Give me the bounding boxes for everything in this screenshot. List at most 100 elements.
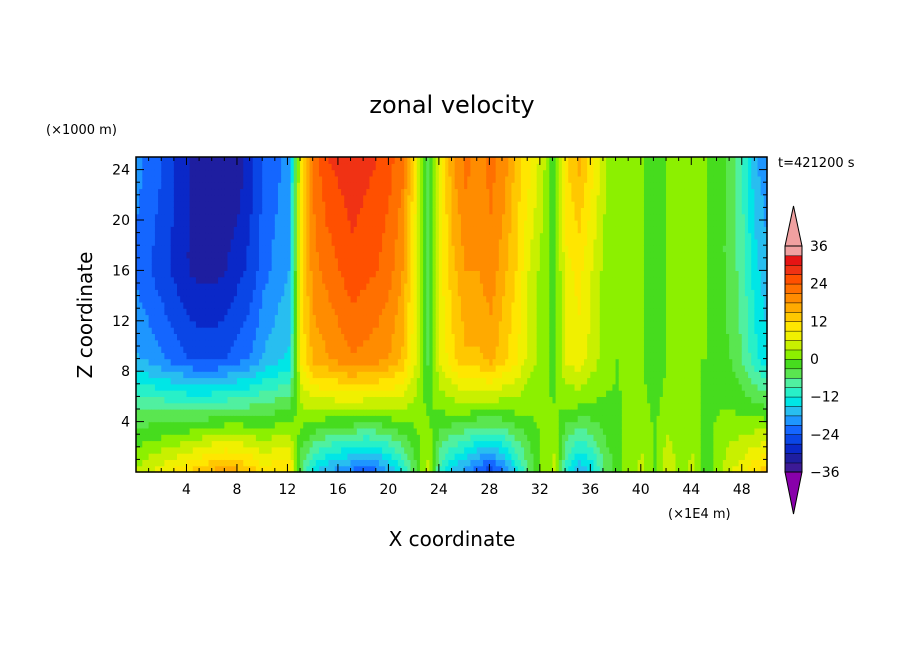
field-cell — [268, 270, 273, 278]
field-cell — [236, 364, 241, 372]
field-cell — [394, 358, 399, 366]
field-cell — [315, 201, 320, 208]
field-cell — [397, 409, 402, 416]
field-cell — [369, 301, 374, 309]
field-cell — [293, 327, 298, 334]
field-cell — [183, 320, 188, 328]
field-cell — [438, 383, 443, 391]
field-cell — [161, 251, 165, 259]
field-cell — [218, 270, 222, 278]
field-cell — [372, 421, 377, 429]
field-cell — [328, 402, 333, 410]
field-cell — [277, 270, 282, 278]
field-cell — [252, 283, 257, 290]
field-cell — [177, 327, 181, 334]
field-cell — [265, 371, 270, 379]
field-cell — [139, 440, 143, 448]
field-cell — [148, 238, 153, 246]
field-cell — [199, 333, 203, 341]
field-cell — [164, 402, 169, 410]
field-cell — [391, 459, 396, 467]
field-cell — [344, 163, 348, 171]
field-cell — [214, 226, 219, 234]
field-cell — [445, 320, 449, 328]
field-cell — [274, 257, 279, 265]
field-cell — [183, 446, 188, 454]
field-cell — [161, 220, 165, 227]
field-cell — [448, 333, 453, 341]
field-cell — [423, 427, 427, 435]
field-cell — [435, 390, 440, 397]
field-cell — [167, 308, 172, 316]
field-cell — [401, 415, 405, 423]
field-cell — [249, 295, 254, 303]
field-cell — [423, 396, 427, 404]
field-cell — [186, 289, 191, 297]
field-cell — [221, 226, 225, 234]
field-cell — [429, 257, 434, 265]
field-cell — [177, 402, 181, 410]
field-cell — [344, 339, 348, 347]
field-cell — [145, 383, 150, 391]
field-cell — [271, 358, 276, 366]
field-cell — [180, 232, 184, 240]
field-cell — [296, 364, 301, 372]
field-cell — [448, 226, 453, 234]
field-cell — [136, 251, 140, 259]
field-cell — [303, 232, 307, 240]
field-cell — [255, 352, 260, 360]
field-cell — [139, 314, 143, 322]
field-cell — [296, 308, 301, 316]
field-cell — [341, 453, 345, 460]
field-cell — [170, 245, 175, 253]
field-cell — [328, 383, 333, 391]
field-cell — [249, 232, 254, 240]
field-cell — [186, 402, 191, 410]
field-cell — [413, 157, 418, 164]
field-cell — [142, 371, 147, 379]
field-cell — [290, 182, 295, 190]
field-cell — [410, 213, 415, 221]
field-cell — [426, 352, 431, 360]
field-cell — [300, 327, 304, 334]
field-cell — [325, 453, 330, 460]
field-cell — [312, 390, 317, 397]
field-cell — [151, 220, 156, 227]
field-cell — [432, 163, 437, 171]
field-cell — [154, 308, 159, 316]
field-cell — [208, 226, 213, 234]
field-cell — [173, 283, 178, 290]
field-cell — [394, 188, 399, 196]
field-cell — [375, 339, 380, 347]
field-cell — [236, 175, 241, 183]
field-cell — [287, 276, 292, 284]
field-cell — [416, 440, 421, 448]
field-cell — [350, 257, 355, 265]
field-cell — [423, 402, 427, 410]
field-cell — [243, 377, 248, 385]
field-cell — [306, 213, 311, 221]
field-cell — [246, 377, 251, 385]
field-cell — [284, 390, 289, 397]
field-cell — [322, 333, 326, 341]
field-cell — [445, 333, 449, 341]
field-cell — [372, 409, 377, 416]
field-cell — [391, 358, 396, 366]
field-cell — [142, 301, 147, 309]
field-cell — [306, 415, 311, 423]
field-cell — [344, 245, 348, 253]
field-cell — [265, 446, 270, 454]
field-cell — [277, 421, 282, 429]
field-cell — [401, 421, 405, 429]
field-cell — [438, 188, 443, 196]
field-cell — [145, 358, 150, 366]
field-cell — [224, 333, 229, 341]
field-cell — [407, 175, 412, 183]
field-cell — [363, 339, 367, 347]
field-cell — [419, 245, 424, 253]
field-cell — [259, 346, 263, 353]
field-cell — [202, 409, 207, 416]
field-cell — [224, 453, 229, 460]
field-cell — [306, 308, 311, 316]
field-cell — [318, 465, 323, 473]
